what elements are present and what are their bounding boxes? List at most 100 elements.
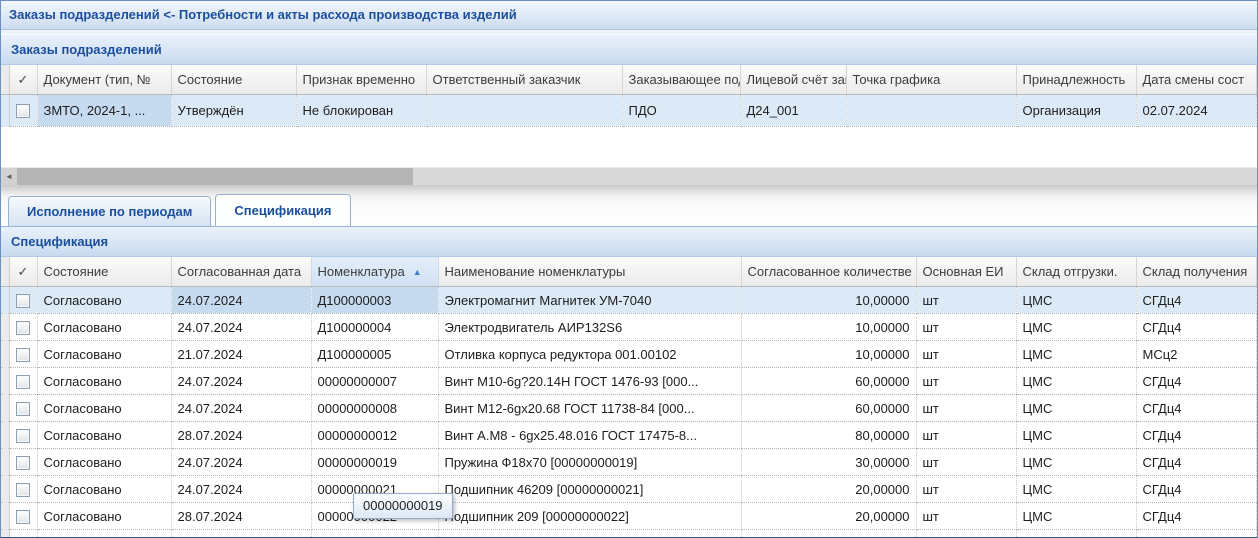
- table-row[interactable]: Согласовано 21.07.2024 Д100000005 Отливк…: [1, 340, 1257, 368]
- cell-ship[interactable]: ЦМС: [1016, 421, 1137, 449]
- cell-state-change-date[interactable]: 02.07.2024: [1136, 94, 1257, 127]
- cell-state[interactable]: Согласовано: [37, 448, 172, 476]
- cell-account[interactable]: Д24_001: [740, 94, 847, 127]
- scroll-left-button[interactable]: ◄: [1, 168, 17, 185]
- cell-agreed-date[interactable]: 24.07.2024: [171, 286, 312, 314]
- column-header-nomenclature-name[interactable]: Наименование номенклатуры: [438, 257, 742, 287]
- cell-receive[interactable]: МСц2: [1136, 340, 1257, 368]
- cell-name[interactable]: Электродвигатель АИР132S6: [438, 313, 742, 341]
- column-header-state[interactable]: Состояние: [37, 257, 172, 287]
- cell-qty[interactable]: 30,00000: [741, 448, 917, 476]
- cell-agreed-date[interactable]: 28.07.2024: [171, 421, 312, 449]
- cell-state[interactable]: Согласовано: [37, 475, 172, 503]
- row-checkbox[interactable]: [16, 104, 30, 119]
- cell-name[interactable]: Винт М10-6g?20.14Н ГОСТ 1476-93 [000...: [438, 367, 742, 395]
- cell-unit[interactable]: шт: [916, 475, 1017, 503]
- cell-ship[interactable]: ЦМС: [1016, 313, 1137, 341]
- cell-ship[interactable]: ЦМС: [1016, 367, 1137, 395]
- cell-unit[interactable]: шт: [916, 421, 1017, 449]
- cell-name[interactable]: Пружина Ф18х70 [00000000019]: [438, 448, 742, 476]
- column-header-doc[interactable]: Документ (тип, №: [37, 65, 172, 95]
- cell-ship[interactable]: ЦМС: [1016, 286, 1137, 314]
- cell-state[interactable]: Согласовано: [37, 367, 172, 395]
- cell-agreed-date[interactable]: 24.07.2024: [171, 367, 312, 395]
- column-header-belonging[interactable]: Принадлежность: [1016, 65, 1137, 95]
- cell-qty[interactable]: 20,00000: [741, 475, 917, 503]
- row-checkbox[interactable]: [16, 509, 30, 524]
- select-all-header[interactable]: ✓: [9, 65, 38, 95]
- cell-resp-customer[interactable]: [426, 94, 623, 127]
- column-header-receive-warehouse[interactable]: Склад получения: [1136, 257, 1257, 287]
- table-row[interactable]: Согласовано 28.07.2024 00000000012 Винт …: [1, 421, 1257, 449]
- cell-ship[interactable]: ЦМС: [1016, 394, 1137, 422]
- cell-ship[interactable]: ЦМС: [1016, 340, 1137, 368]
- cell-nomenclature[interactable]: 00000000012: [311, 421, 439, 449]
- cell-receive[interactable]: СГДц4: [1136, 502, 1257, 530]
- cell-receive[interactable]: СГДц4: [1136, 448, 1257, 476]
- row-checkbox[interactable]: [16, 482, 30, 497]
- table-row[interactable]: Согласовано 24.07.2024 00000000021 Подши…: [1, 475, 1257, 503]
- cell-unit[interactable]: шт: [916, 367, 1017, 395]
- cell-state[interactable]: Согласовано: [37, 394, 172, 422]
- select-all-header[interactable]: ✓: [9, 257, 38, 287]
- table-row[interactable]: Согласовано 24.07.2024 00000000007 Винт …: [1, 367, 1257, 395]
- cell-agreed-date[interactable]: 24.07.2024: [171, 475, 312, 503]
- row-checkbox[interactable]: [16, 374, 30, 389]
- cell-unit[interactable]: шт: [916, 448, 1017, 476]
- cell-state[interactable]: Утверждён: [171, 94, 297, 127]
- cell-ship[interactable]: ЦМС: [1016, 502, 1137, 530]
- cell-qty[interactable]: 10,00000: [741, 286, 917, 314]
- cell-qty[interactable]: 60,00000: [741, 394, 917, 422]
- cell-receive[interactable]: СГДц4: [1136, 286, 1257, 314]
- row-checkbox[interactable]: [16, 455, 30, 470]
- table-row[interactable]: ЗМТО, 2024-1, ... Утверждён Не блокирова…: [1, 94, 1257, 127]
- cell-name[interactable]: Электромагнит Магнитек УМ-7040: [438, 286, 742, 314]
- cell-doc[interactable]: ЗМТО, 2024-1, ...: [37, 94, 172, 127]
- cell-agreed-date[interactable]: 24.07.2024: [171, 394, 312, 422]
- table-row[interactable]: Согласовано 28.07.2024 00000000022 Подши…: [1, 502, 1257, 530]
- cell-receive[interactable]: СГДц4: [1136, 421, 1257, 449]
- cell-qty[interactable]: 10,00000: [741, 313, 917, 341]
- cell-receive[interactable]: СГДц4: [1136, 367, 1257, 395]
- horizontal-scrollbar[interactable]: ◄: [1, 167, 1257, 185]
- cell-unit[interactable]: шт: [916, 286, 1017, 314]
- cell-nomenclature[interactable]: Д100000004: [311, 313, 439, 341]
- cell-nomenclature[interactable]: 00000000008: [311, 394, 439, 422]
- column-header-state-change-date[interactable]: Дата смены сост: [1136, 65, 1257, 95]
- cell-agreed-date[interactable]: 24.07.2024: [171, 313, 312, 341]
- cell-receive[interactable]: СГДц4: [1136, 394, 1257, 422]
- cell-qty[interactable]: 20,00000: [741, 502, 917, 530]
- cell-name[interactable]: Винт А.М8 - 6gx25.48.016 ГОСТ 17475-8...: [438, 421, 742, 449]
- column-header-agreed-date[interactable]: Согласованная дата: [171, 257, 312, 287]
- cell-schedule-point[interactable]: [846, 94, 1017, 127]
- cell-state[interactable]: Согласовано: [37, 313, 172, 341]
- column-header-nomenclature[interactable]: Номенклатура ▲: [311, 257, 439, 287]
- column-header-ship-warehouse[interactable]: Склад отгрузки.: [1016, 257, 1137, 287]
- cell-state[interactable]: Согласовано: [37, 340, 172, 368]
- cell-belonging[interactable]: Организация: [1016, 94, 1137, 127]
- cell-unit[interactable]: шт: [916, 394, 1017, 422]
- tab-execution-by-periods[interactable]: Исполнение по периодам: [8, 196, 212, 226]
- column-header-account[interactable]: Лицевой счёт зака: [740, 65, 847, 95]
- cell-name[interactable]: Винт М12-6gx20.68 ГОСТ 11738-84 [000...: [438, 394, 742, 422]
- cell-unit[interactable]: шт: [916, 313, 1017, 341]
- cell-name[interactable]: Отливка корпуса редуктора 001.00102: [438, 340, 742, 368]
- row-checkbox[interactable]: [16, 347, 30, 362]
- table-row[interactable]: Согласовано 24.07.2024 00000000008 Винт …: [1, 394, 1257, 422]
- cell-name[interactable]: Подшипник 46209 [00000000021]: [438, 475, 742, 503]
- scrollbar-track[interactable]: [413, 168, 1257, 185]
- scrollbar-thumb[interactable]: [17, 168, 413, 185]
- cell-temp-block[interactable]: Не блокирован: [296, 94, 427, 127]
- table-row[interactable]: Согласовано 24.07.2024 Д100000003 Электр…: [1, 286, 1257, 314]
- cell-nomenclature[interactable]: 00000000007: [311, 367, 439, 395]
- column-header-state[interactable]: Состояние: [171, 65, 297, 95]
- cell-unit[interactable]: шт: [916, 502, 1017, 530]
- cell-agreed-date[interactable]: 21.07.2024: [171, 340, 312, 368]
- cell-agreed-date[interactable]: 24.07.2024: [171, 448, 312, 476]
- cell-nomenclature[interactable]: 00000000019: [311, 448, 439, 476]
- cell-receive[interactable]: СГДц4: [1136, 475, 1257, 503]
- row-checkbox[interactable]: [16, 293, 30, 308]
- cell-nomenclature[interactable]: Д100000003: [311, 286, 439, 314]
- cell-ship[interactable]: ЦМС: [1016, 475, 1137, 503]
- column-header-base-unit[interactable]: Основная ЕИ: [916, 257, 1017, 287]
